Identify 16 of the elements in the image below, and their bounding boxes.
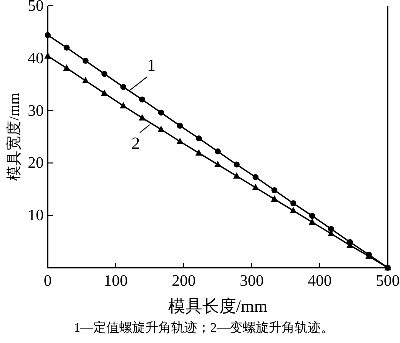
y-axis-title: 模具宽度/mm bbox=[6, 92, 23, 181]
annotation: 1 bbox=[147, 56, 156, 75]
y-tick-label: 40 bbox=[28, 50, 44, 68]
y-tick-label: 10 bbox=[28, 208, 44, 225]
annotation: 2 bbox=[132, 134, 140, 153]
x-tick-label: 0 bbox=[44, 273, 52, 290]
x-tick-label: 500 bbox=[376, 273, 400, 290]
x-tick-label: 400 bbox=[308, 273, 332, 290]
y-tick-label: 20 bbox=[28, 155, 44, 172]
y-tick-label: 50 bbox=[28, 0, 44, 15]
x-tick-label: 100 bbox=[104, 273, 128, 290]
x-axis-title: 模具长度/mm bbox=[168, 297, 268, 316]
y-tick-label: 30 bbox=[28, 102, 44, 120]
text: 1—定值螺旋升角轨迹；2—变螺旋升角轨迹。 bbox=[74, 320, 334, 335]
x-tick-label: 300 bbox=[240, 273, 264, 290]
x-tick-label: 200 bbox=[172, 273, 196, 290]
